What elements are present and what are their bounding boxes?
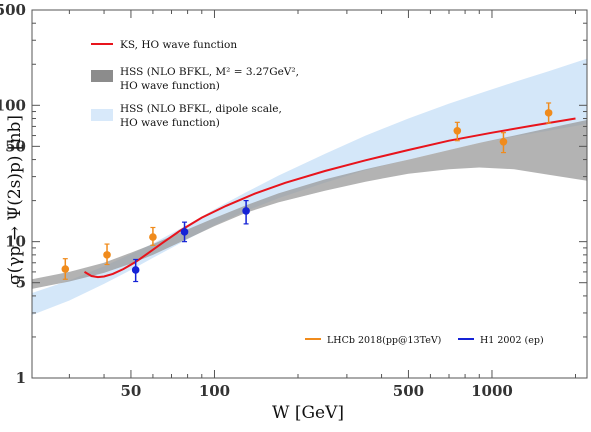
legend-label-h1: H1 2002 (ep)	[480, 335, 544, 346]
data-point-lhcb	[499, 137, 508, 146]
legend-swatch-hss-dipole	[91, 109, 113, 121]
y-tick-label: 500	[0, 1, 26, 19]
data-point-h1	[242, 207, 250, 215]
legend-label-hss-dipole-line2: HO wave function)	[120, 117, 220, 129]
legend-label-lhcb: LHCb 2018(pp@13TeV)	[327, 335, 441, 346]
data-point-h1	[180, 228, 189, 236]
bands-layer	[32, 58, 587, 315]
plot-frame	[31, 9, 588, 379]
tick-labels-layer: 50 100 500 1000 1 5 10 50 100 500	[0, 1, 513, 400]
legend-label-hss-m2-line2: HO wave function)	[120, 80, 220, 92]
x-tick-label: 50	[121, 382, 142, 400]
y-tick-label: 1	[16, 369, 26, 387]
x-tick-label: 1000	[471, 382, 513, 400]
data-point-lhcb	[103, 251, 111, 259]
data-point-lhcb	[61, 265, 70, 273]
legend-bottom: LHCb 2018(pp@13TeV) H1 2002 (ep)	[305, 335, 544, 346]
y-tick-label: 50	[5, 137, 26, 155]
legend-label-hss-dipole-line1: HSS (NLO BFKL, dipole scale,	[120, 103, 282, 115]
x-tick-label: 100	[199, 382, 230, 400]
legend-label-ks: KS, HO wave function	[120, 39, 237, 51]
line-ks	[83, 117, 576, 279]
data-point-lhcb	[149, 233, 157, 241]
legend-top: KS, HO wave function HSS (NLO BFKL, M² =…	[91, 39, 299, 129]
x-axis-label: W [GeV]	[272, 403, 344, 423]
x-tick-label: 500	[393, 382, 424, 400]
y-axis-label: σ(γp → Ψ(2s)p) [nb]	[5, 115, 25, 285]
legend-label-hss-m2-line1: HSS (NLO BFKL, M² = 3.27GeV²,	[120, 66, 299, 78]
legend-swatch-hss-m2	[91, 70, 113, 82]
data-point-h1	[131, 266, 140, 274]
y-tick-label: 100	[0, 96, 26, 114]
ticks-layer	[32, 9, 587, 379]
data-point-lhcb	[453, 127, 462, 135]
y-tick-label: 10	[5, 233, 26, 251]
y-tick-label: 5	[16, 274, 26, 292]
data-point-lhcb	[544, 109, 553, 117]
points-layer	[61, 102, 553, 283]
band-hss-m2	[32, 120, 587, 289]
lines-layer	[83, 117, 576, 279]
